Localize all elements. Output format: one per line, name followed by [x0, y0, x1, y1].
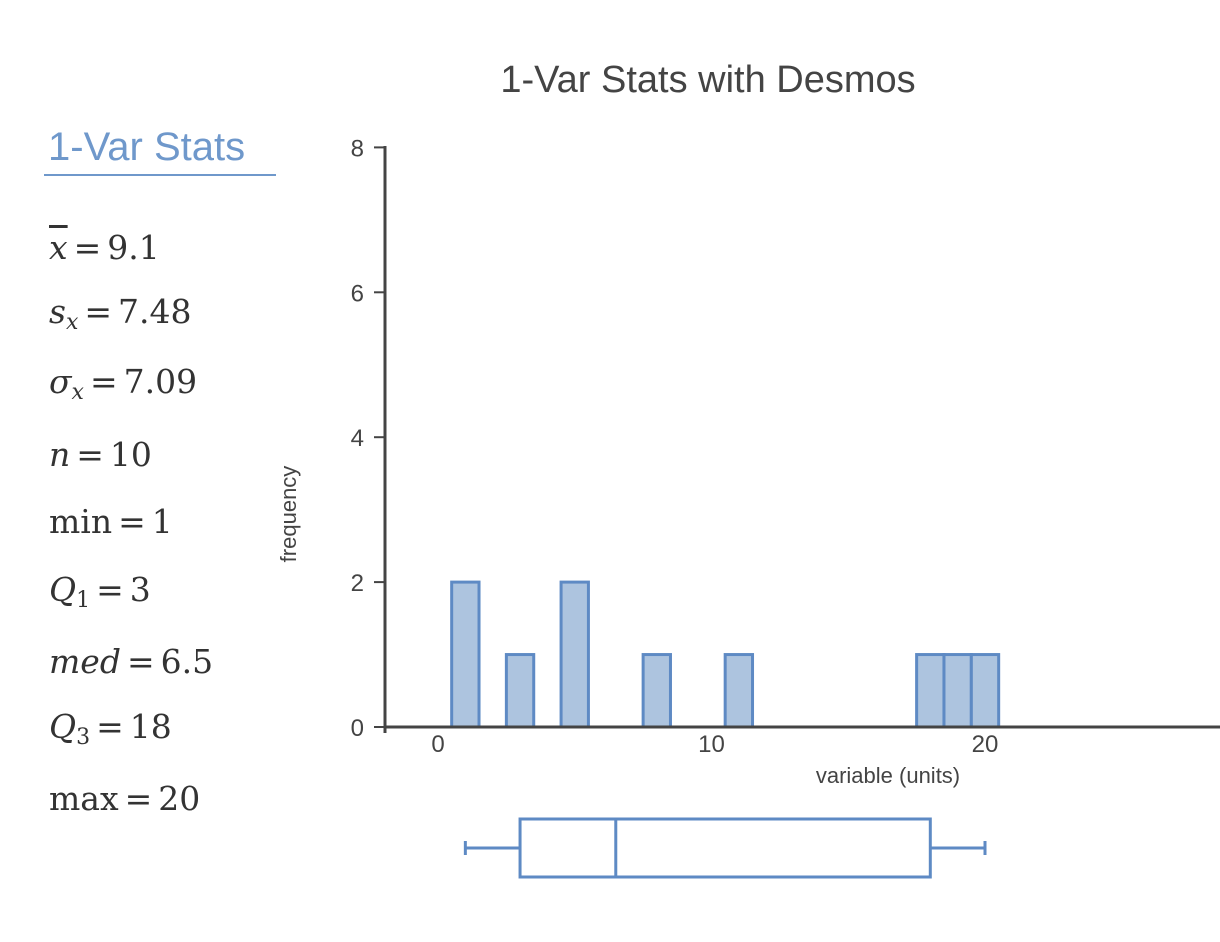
y-axis-label: frequency	[276, 466, 301, 563]
y-tick-label: 8	[351, 135, 364, 162]
stat-symbol: min	[49, 502, 113, 541]
histogram-bar	[942, 653, 973, 729]
y-ticks: 0 2 4 6 8	[351, 135, 384, 742]
stats-panel-title: 1-Var Stats	[44, 122, 276, 176]
stat-symbol: max	[49, 779, 119, 818]
stat-value: 18	[129, 707, 172, 746]
stat-row-population-sd: σx = 7.09	[49, 362, 197, 407]
equals-sign: =	[96, 570, 124, 609]
stat-symbol: x	[49, 228, 68, 267]
histogram-bars	[450, 580, 1001, 729]
equals-sign: =	[96, 707, 124, 746]
y-tick-label: 2	[351, 570, 364, 597]
stat-value: 7.48	[118, 292, 192, 331]
y-tick-label: 4	[351, 425, 364, 452]
stat-symbol: σ	[49, 362, 72, 401]
x-tick-label: 20	[972, 731, 999, 758]
box-plot-box	[518, 817, 932, 879]
histogram-bar	[450, 580, 481, 729]
x-tick-label: 0	[431, 731, 444, 758]
equals-sign: =	[126, 642, 155, 681]
equals-sign: =	[73, 228, 102, 267]
stat-subscript: x	[65, 310, 79, 335]
stat-row-count: n = 10	[49, 435, 152, 475]
stat-symbol: s	[49, 292, 66, 331]
stat-row-min: min = 1	[49, 502, 173, 542]
stat-value: 9.1	[107, 228, 160, 267]
stat-row-mean: x = 9.1	[49, 228, 160, 268]
equals-sign: =	[124, 779, 153, 818]
stat-row-median: med = 6.5	[49, 642, 213, 682]
stat-row-q3: Q3 = 18	[49, 707, 172, 752]
histogram-bar	[559, 580, 590, 729]
stat-value: 1	[151, 502, 173, 541]
histogram-bar	[504, 653, 536, 729]
stat-row-max: max = 20	[49, 779, 200, 819]
stat-symbol: Q	[49, 707, 77, 746]
x-ticks: 0 10 20	[431, 731, 998, 758]
equals-sign: =	[89, 362, 118, 401]
stats-panel: 1-Var Stats x = 9.1 sx = 7.48 σx = 7.09 n = 10 min = 1…	[44, 122, 276, 818]
chart-title: 1-Var Stats with Desmos	[500, 59, 915, 101]
chart-axes	[383, 146, 1220, 733]
stat-value: 7.09	[123, 362, 198, 401]
stat-value: 10	[109, 435, 152, 474]
stat-row-q1: Q1 = 3	[49, 570, 151, 615]
stat-value: 3	[129, 570, 151, 609]
box-plot	[463, 817, 987, 879]
equals-sign: =	[84, 292, 113, 331]
stat-symbol: med	[49, 642, 121, 681]
stat-subscript: x	[71, 380, 84, 405]
stat-value: 20	[158, 779, 201, 818]
stat-symbol: Q	[49, 570, 77, 609]
histogram-bar	[915, 653, 946, 729]
x-tick-label: 10	[698, 731, 725, 758]
stat-row-sample-sd: sx = 7.48	[49, 292, 192, 337]
y-tick-label: 6	[351, 280, 364, 307]
stat-subscript: 3	[76, 725, 91, 750]
equals-sign: =	[118, 502, 146, 541]
x-axis-label: variable (units)	[816, 763, 960, 788]
histogram-bar	[723, 653, 755, 729]
y-tick-label: 0	[351, 715, 364, 742]
stat-subscript: 1	[76, 588, 91, 613]
histogram-bar	[641, 653, 672, 729]
stat-symbol: n	[49, 435, 71, 474]
histogram-bar	[969, 653, 1001, 729]
equals-sign: =	[76, 435, 104, 474]
stat-value: 6.5	[160, 642, 214, 681]
